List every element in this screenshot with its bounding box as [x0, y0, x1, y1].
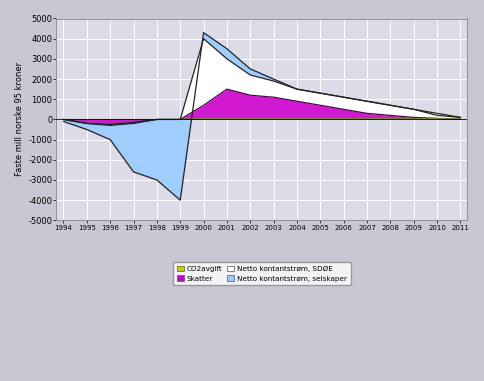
Legend: CO2avgift, Skatter, Netto kontantstrøm, SDØE, Netto kontantstrøm, selskaper: CO2avgift, Skatter, Netto kontantstrøm, …	[173, 262, 350, 285]
Y-axis label: Faste mill norske 95 kroner: Faste mill norske 95 kroner	[15, 62, 24, 176]
